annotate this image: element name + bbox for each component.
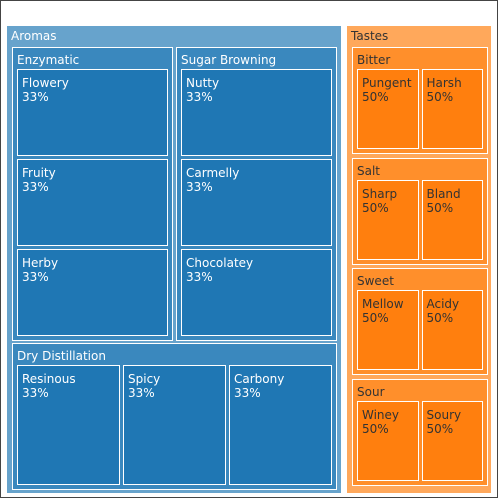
treemap-leaf-nutty[interactable]: Nutty 33% (181, 69, 332, 156)
tile-label: Herby (22, 256, 59, 270)
tile-label: Enzymatic (17, 53, 80, 67)
tile-percent: 33% (186, 90, 213, 104)
tile-label: Sugar Browning (181, 53, 277, 67)
tile-percent: 33% (22, 90, 49, 104)
treemap-leaf-harsh[interactable]: Harsh 50% (421, 69, 483, 149)
tile-label: Carbony (234, 372, 285, 386)
tile-label: Nutty (186, 76, 220, 90)
tile-label: Sweet (357, 274, 394, 288)
treemap-leaf-fruity[interactable]: Fruity 33% (17, 159, 168, 246)
treemap-leaf-bland[interactable]: Bland 50% (421, 179, 483, 260)
tile-percent: 50% (362, 90, 389, 104)
treemap-leaf-mellow[interactable]: Mellow 50% (357, 290, 419, 370)
tile-label: Aromas (11, 29, 57, 43)
treemap-leaf-herby[interactable]: Herby 33% (17, 249, 168, 336)
treemap-leaf-spicy[interactable]: Spicy 33% (123, 365, 226, 485)
tile-label: Mellow (362, 297, 404, 311)
treemap-leaf-carmelly[interactable]: Carmelly 33% (181, 159, 332, 246)
tile-label: Winey (362, 407, 400, 422)
tile-label: Chocolatey (186, 256, 254, 270)
tile-label: Bitter (357, 53, 391, 67)
tile-label: Spicy (128, 372, 161, 386)
tile-percent: 50% (362, 421, 389, 436)
tile-label: Resinous (22, 372, 76, 386)
tile-label: Tastes (351, 29, 389, 43)
tile-percent: 50% (426, 311, 454, 325)
treemap-leaf-pungent[interactable]: Pungent 50% (357, 69, 419, 149)
tile-label: Carmelly (186, 166, 240, 180)
tile-percent: 50% (362, 200, 389, 215)
tile-label: Flowery (22, 76, 69, 90)
tile-percent: 50% (426, 200, 454, 215)
treemap-leaf-carbony[interactable]: Carbony 33% (229, 365, 332, 485)
tile-percent: 33% (186, 270, 213, 284)
treemap-leaf-resinous[interactable]: Resinous 33% (17, 365, 120, 485)
tile-percent: 33% (22, 386, 49, 400)
treemap-leaf-flowery[interactable]: Flowery 33% (17, 69, 168, 156)
tile-percent: 33% (22, 180, 49, 194)
tile-percent: 50% (362, 311, 389, 325)
tile-percent: 33% (186, 180, 213, 194)
tile-label: Pungent (362, 76, 412, 90)
tile-percent: 50% (426, 90, 454, 104)
treemap-leaf-sharp[interactable]: Sharp 50% (357, 179, 419, 260)
treemap-leaf-winey[interactable]: Winey 50% (357, 400, 419, 481)
tile-percent: 33% (22, 270, 49, 284)
tile-percent: 33% (234, 386, 261, 400)
tile-label: Salt (357, 163, 381, 178)
tile-label: Fruity (22, 166, 56, 180)
treemap-leaf-acidy[interactable]: Acidy 50% (421, 290, 483, 370)
tile-label: Sharp (362, 186, 398, 201)
tile-label: Acidy (426, 297, 460, 311)
treemap-leaf-soury[interactable]: Soury 50% (421, 400, 483, 481)
treemap-leaf-chocolatey[interactable]: Chocolatey 33% (181, 249, 332, 336)
tile-label: Dry Distillation (17, 349, 106, 363)
tile-label: Bland (426, 186, 461, 201)
tile-percent: 33% (128, 386, 155, 400)
tile-percent: 50% (426, 421, 454, 436)
tile-label: Harsh (426, 76, 462, 90)
tile-label: Soury (426, 407, 462, 422)
tile-label: Sour (357, 384, 385, 399)
